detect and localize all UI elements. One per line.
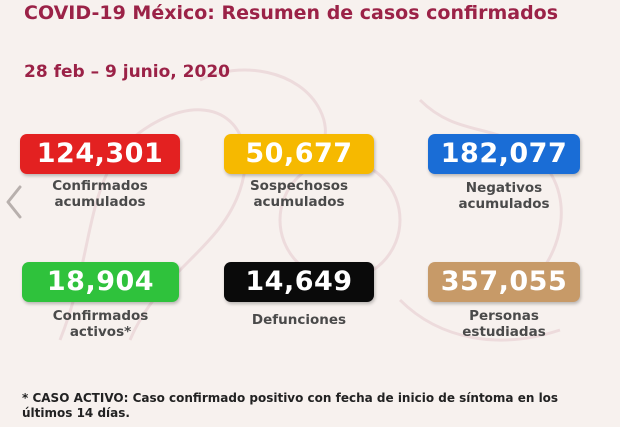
stat-label-line2: acumulados [458,196,550,212]
stat-label: Sospechosos acumulados [224,178,374,210]
stat-label-line2: activos* [69,324,132,340]
page-title: COVID-19 México: Resumen de casos confir… [24,2,559,24]
stat-label: Negativos acumulados [428,180,580,212]
stat-label-line2: acumulados [54,194,146,210]
stat-label-line1: Personas [469,308,539,324]
stat-value: 18,904 [22,262,179,302]
stat-label-line1: Confirmados [52,178,148,194]
stat-value: 182,077 [428,134,580,174]
stat-value: 50,677 [224,134,374,174]
stat-negativos-acumulados: 182,077 Negativos acumulados [428,134,580,212]
stat-value: 357,055 [428,262,580,302]
chevron-left-icon[interactable] [4,185,24,219]
stat-confirmados-acumulados: 124,301 Confirmados acumulados [20,134,180,210]
stat-confirmados-activos: 18,904 Confirmados activos* [22,262,179,340]
footnote: * CASO ACTIVO: Caso confirmado positivo … [22,391,559,420]
date-range: 28 feb – 9 junio, 2020 [24,62,230,82]
stat-sospechosos-acumulados: 50,677 Sospechosos acumulados [224,134,374,210]
stat-label-line1: Negativos [465,180,543,196]
stat-personas-estudiadas: 357,055 Personas estudiadas [428,262,580,340]
stat-label: Defunciones [224,312,374,328]
stat-defunciones: 14,649 Defunciones [224,262,374,328]
stat-label-line1: Sospechosos [249,178,349,194]
stat-label: Confirmados acumulados [20,178,180,210]
stat-label: Personas estudiadas [428,308,580,340]
stat-label: Confirmados activos* [22,308,179,340]
stat-label-line1: Confirmados [52,308,149,324]
stat-value: 124,301 [20,134,180,174]
stat-label-line1: Defunciones [251,312,347,328]
stat-value: 14,649 [224,262,374,302]
stat-label-line2: acumulados [253,194,345,210]
stat-label-line2: estudiadas [462,324,546,340]
